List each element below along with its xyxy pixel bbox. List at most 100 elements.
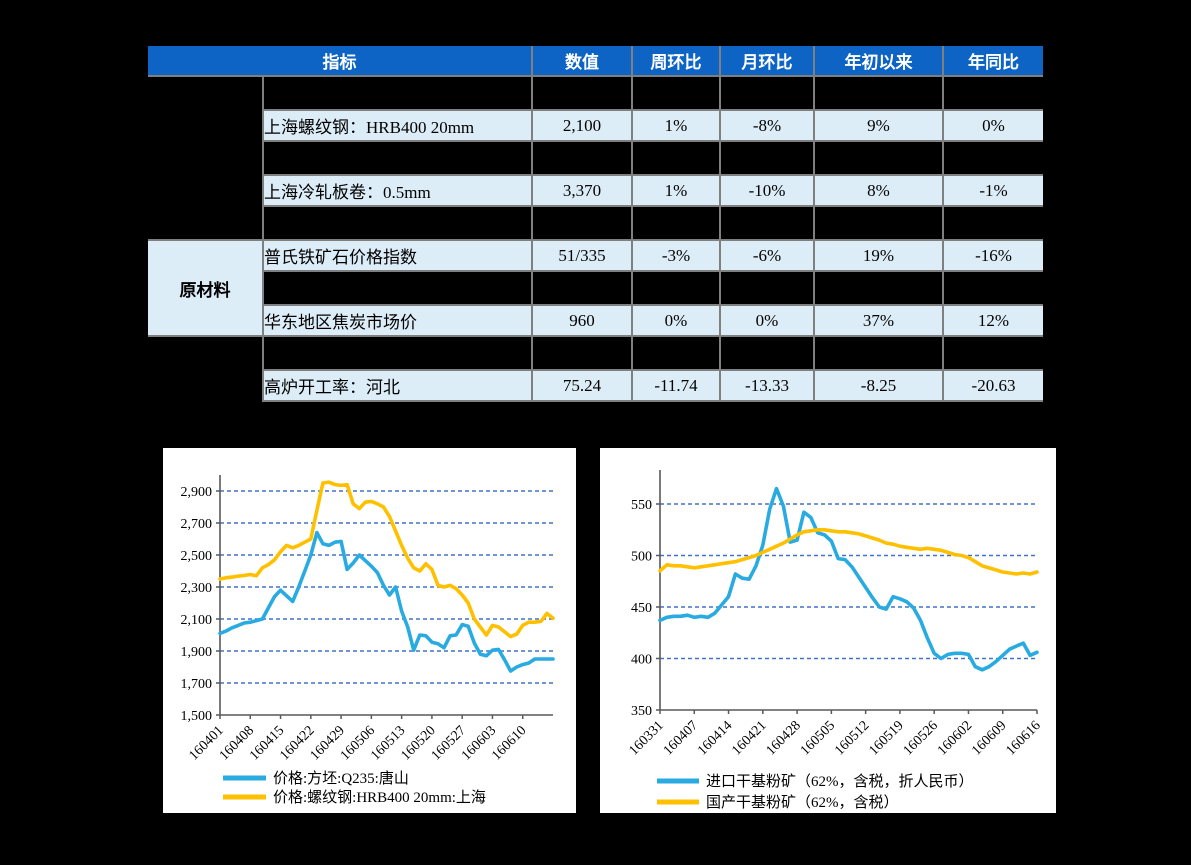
gap-cell: [263, 271, 533, 305]
value-cell: -16%: [942, 239, 1043, 272]
value-cell: 1%: [631, 174, 721, 207]
y-tick-label: 550: [631, 498, 652, 513]
gap-cell: [531, 141, 633, 175]
col-header-indicator: 指标: [148, 46, 533, 77]
gap-cell: [148, 336, 264, 370]
col-header: 年同比: [942, 46, 1043, 77]
value-cell: -20.63: [942, 369, 1043, 402]
x-tick-label: 160421: [729, 718, 769, 758]
value-cell: -10%: [719, 174, 815, 207]
gap-cell: [531, 76, 633, 110]
gap-cell: [531, 271, 633, 305]
gap-cell: [631, 336, 721, 370]
table-gap-row: [148, 76, 1043, 110]
value-cell: 75.24: [531, 369, 633, 402]
value-cell: 12%: [942, 304, 1043, 337]
value-cell: 19%: [813, 239, 944, 272]
indicator-name-cell: 普氏铁矿石价格指数: [262, 239, 533, 272]
table-row: 上海冷轧板卷：0.5mm 3,370 1% -10% 8% -1%: [148, 174, 1043, 207]
table-row: 上海螺纹钢：HRB400 20mm 2,100 1% -8% 9% 0%: [148, 109, 1043, 142]
y-tick-label: 2,700: [181, 517, 213, 532]
y-tick-label: 1,700: [181, 677, 213, 692]
gap-cell: [719, 76, 815, 110]
chart-iron-ore-prices: 350 400 450 500 550 160331 160407 160414 160421 1…: [600, 448, 1056, 813]
gap-cell: [262, 206, 533, 240]
y-tick-label: 1,500: [181, 709, 213, 724]
x-tick-label: 160519: [866, 718, 906, 758]
x-tick-label: 160526: [901, 718, 941, 758]
gap-cell: [942, 141, 1043, 175]
gap-cell: [942, 206, 1043, 240]
gap-cell: [719, 336, 815, 370]
value-cell: -13.33: [719, 369, 815, 402]
gap-cell: [813, 206, 944, 240]
value-cell: -11.74: [631, 369, 721, 402]
y-tick-label: 350: [631, 704, 652, 719]
gap-cell: [813, 336, 944, 370]
y-tick-label: 2,900: [181, 485, 213, 500]
indicator-name-cell: 上海螺纹钢：HRB400 20mm: [262, 109, 533, 142]
gap-cell: [719, 271, 815, 305]
value-cell: 2,100: [531, 109, 633, 142]
value-cell: 3,370: [531, 174, 633, 207]
steel-price-line-chart: 1,500 1,700 1,900 2,100 2,300 2,500 2,700 2,900…: [181, 475, 555, 806]
value-cell: 8%: [813, 174, 944, 207]
gap-cell: [148, 141, 264, 175]
y-tick-label: 2,500: [181, 549, 213, 564]
gap-cell: [942, 76, 1043, 110]
x-tick-label: 160610: [489, 723, 529, 763]
value-cell: 0%: [719, 304, 815, 337]
gap-cell: [719, 141, 815, 175]
value-cell: -8.25: [813, 369, 944, 402]
iron-ore-line-chart: 3504004505005501603311604071604141604211…: [627, 470, 1044, 811]
table-row: 高炉开工率：河北 75.24 -11.74 -13.33 -8.25 -20.63: [148, 369, 1043, 402]
gap-cell: [813, 76, 944, 110]
legend-label: 国产干基粉矿（62%，含税）: [706, 794, 899, 811]
series-line: [658, 528, 1039, 576]
value-cell: 0%: [942, 109, 1043, 142]
indicator-name-cell: 高炉开工率：河北: [262, 369, 533, 402]
gap-cell: [813, 141, 944, 175]
indicator-name-cell: 华东地区焦炭市场价: [263, 304, 533, 337]
legend-label: 进口干基粉矿（62%，含税，折人民币）: [706, 773, 974, 790]
gap-cell: [148, 76, 264, 110]
x-tick-label: 160407: [661, 718, 701, 758]
col-header: 月环比: [719, 46, 815, 77]
y-tick-label: 1,900: [181, 645, 213, 660]
x-tick-label: 160512: [832, 718, 872, 758]
row-label-cell: [148, 110, 264, 141]
x-tick-label: 160616: [1004, 718, 1044, 758]
gap-cell: [631, 76, 721, 110]
value-cell: -3%: [631, 239, 721, 272]
indicator-name-cell: 上海冷轧板卷：0.5mm: [262, 174, 533, 207]
gap-cell: [262, 336, 533, 370]
series-line: [658, 486, 1039, 672]
x-tick-label: 160602: [935, 718, 975, 758]
value-cell: 0%: [631, 304, 721, 337]
chart-steel-prices: 1,500 1,700 1,900 2,100 2,300 2,500 2,700 2,900…: [163, 448, 576, 813]
x-tick-label: 160331: [627, 718, 667, 758]
gap-cell: [813, 271, 944, 305]
indicator-table-wrap: 指标 数值 周环比 月环比 年初以来 年同比 上海螺纹钢：HRB400 20mm 2,100 1…: [148, 46, 1043, 402]
col-header: 数值: [531, 46, 633, 77]
gap-cell: [942, 271, 1043, 305]
x-tick-label: 160609: [969, 718, 1009, 758]
gap-cell: [631, 271, 721, 305]
x-tick-label: 160428: [764, 718, 804, 758]
table-gap-row: [148, 141, 1043, 175]
value-cell: -1%: [942, 174, 1043, 207]
value-cell: -8%: [719, 109, 815, 142]
y-tick-label: 400: [631, 653, 652, 668]
row-label-cell: [148, 175, 264, 206]
gap-cell: [631, 141, 721, 175]
value-cell: 1%: [631, 109, 721, 142]
series-line: [218, 530, 555, 673]
gap-cell: [148, 206, 264, 240]
series-line: [218, 480, 555, 639]
value-cell: -6%: [719, 239, 815, 272]
table-row: 指标 数值 周环比 月环比 年初以来 年同比: [148, 46, 1043, 77]
y-tick-label: 2,300: [181, 581, 213, 596]
value-cell: 960: [531, 304, 633, 337]
gap-cell: [531, 206, 633, 240]
